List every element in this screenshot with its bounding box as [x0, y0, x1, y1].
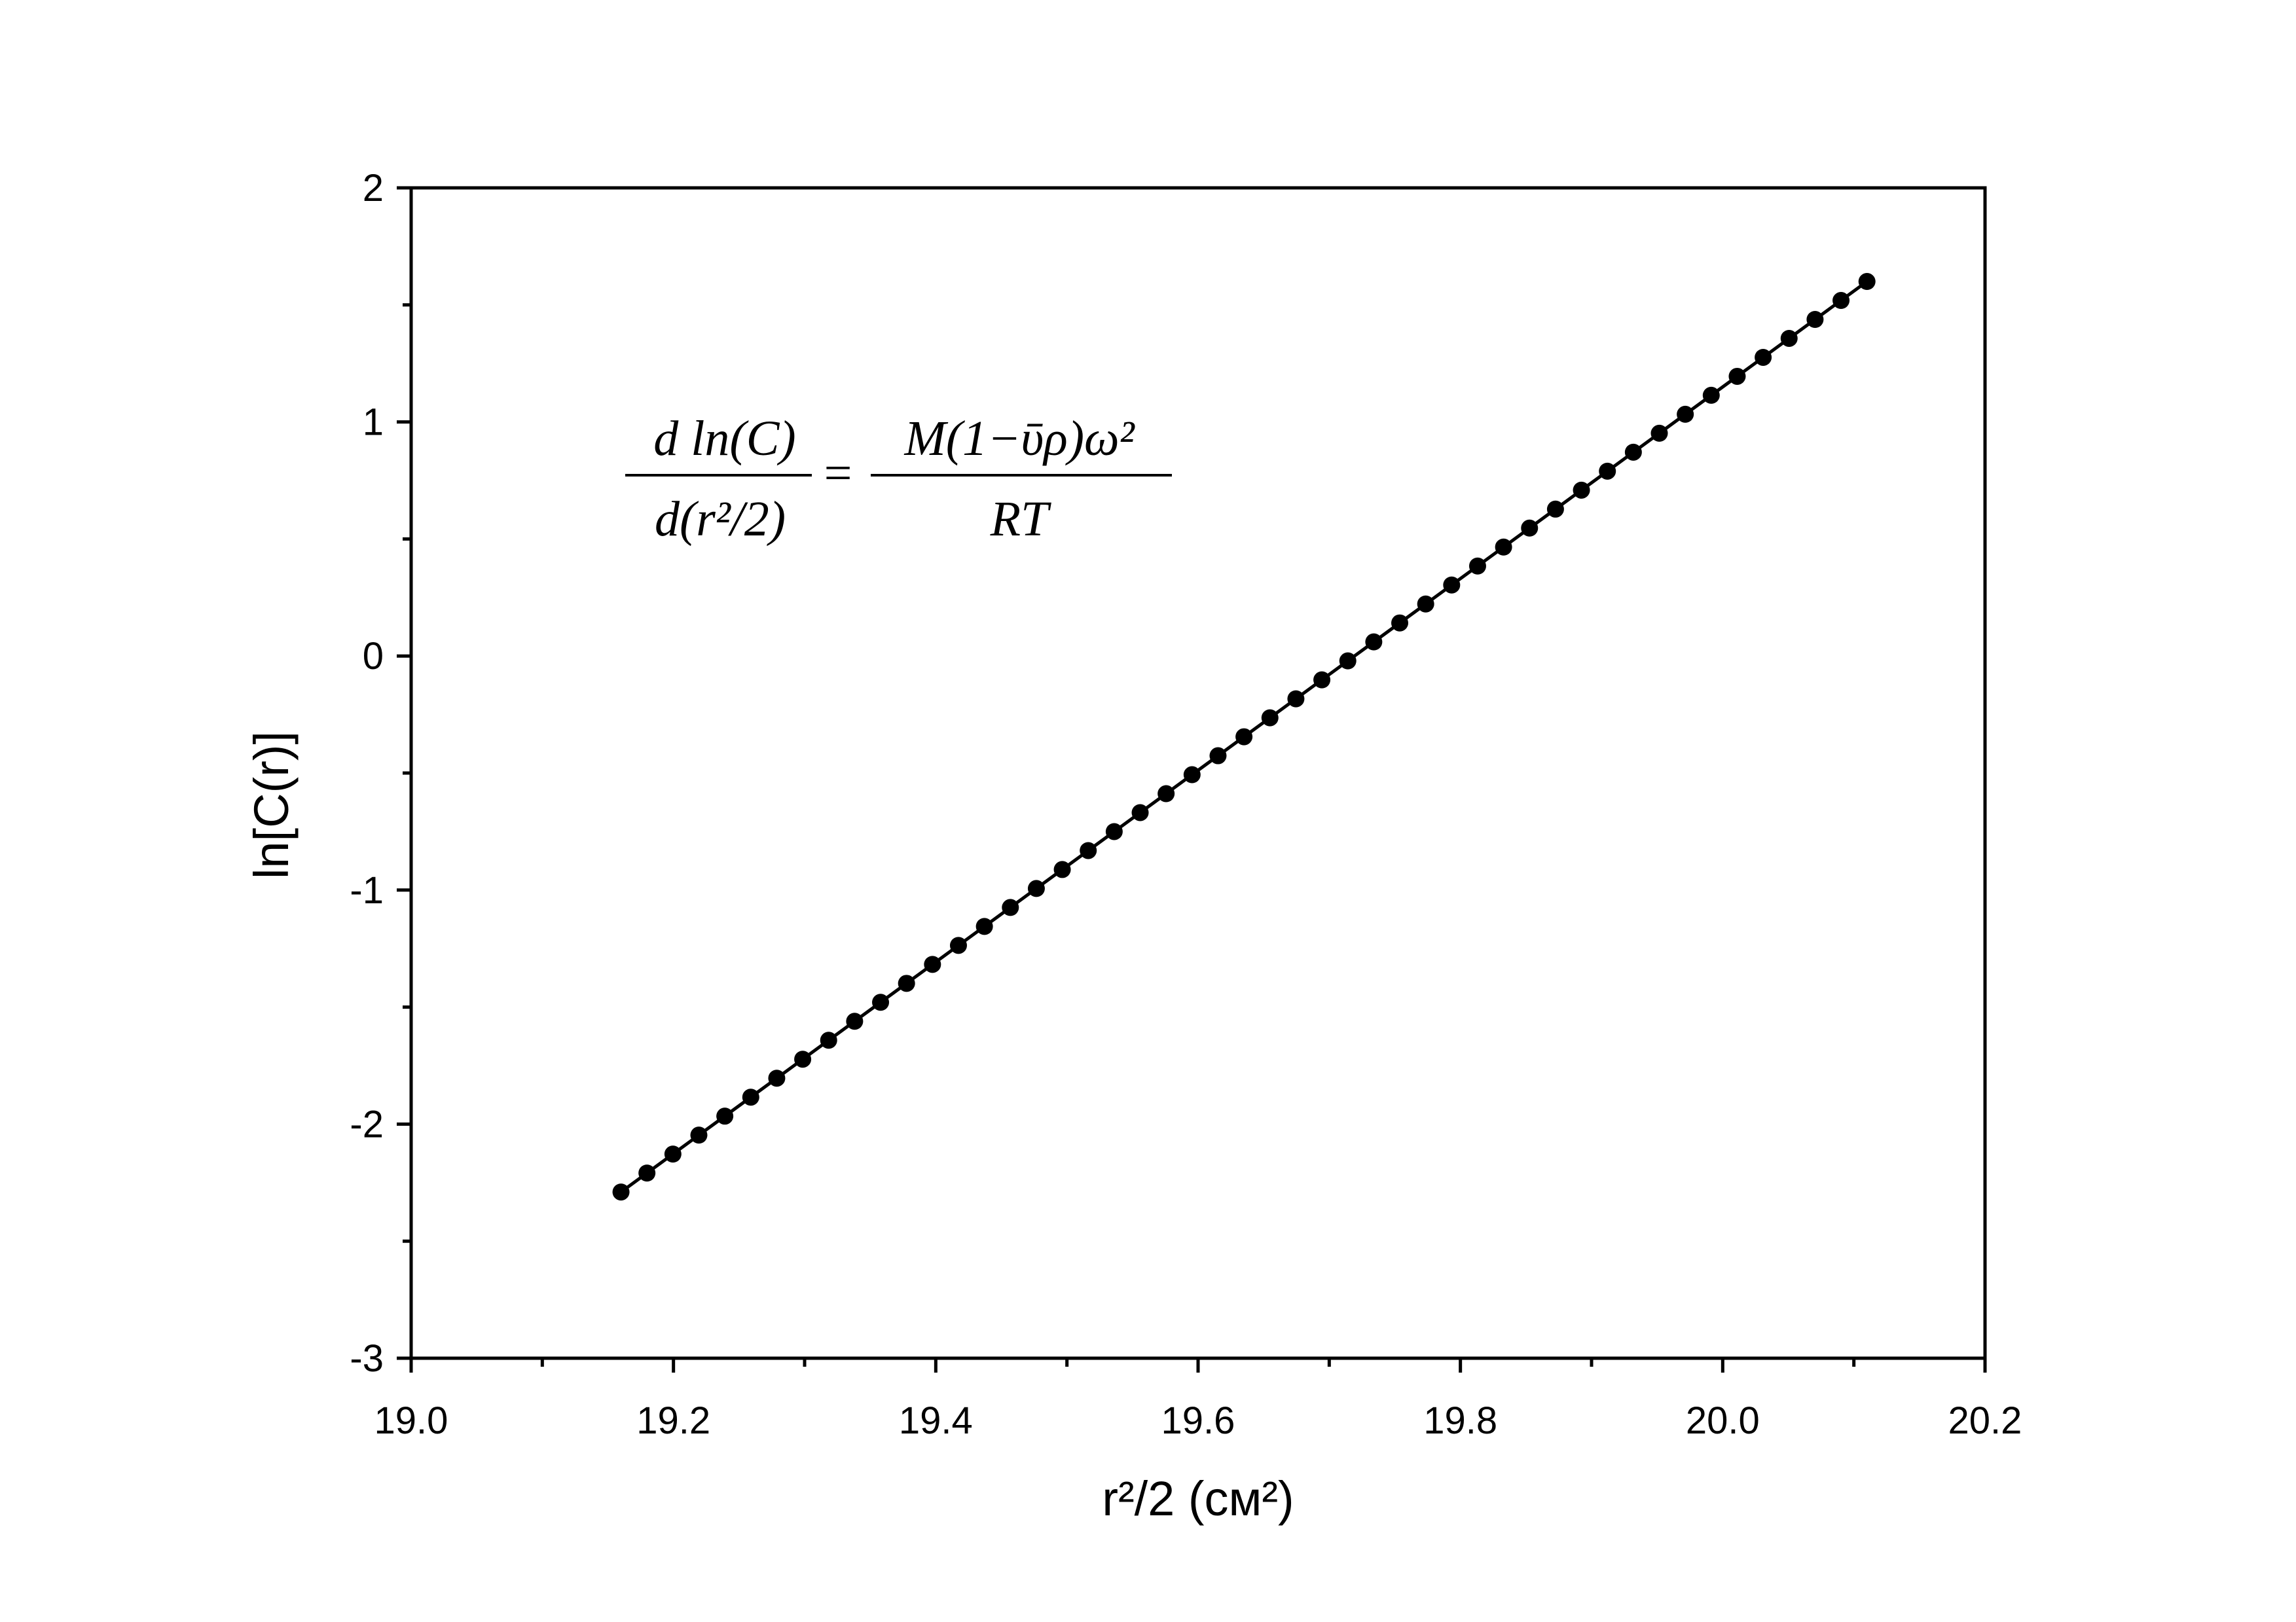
y-tick-label: 1 [363, 401, 384, 444]
x-tick-label: 20.2 [1948, 1399, 2022, 1442]
formula-rhs-numerator: M(1−ῡρ)ω² [903, 411, 1135, 466]
data-point [1002, 899, 1019, 916]
data-point [872, 994, 890, 1011]
data-point [1677, 405, 1694, 423]
data-point [1599, 462, 1616, 480]
data-point [768, 1070, 786, 1087]
x-tick-label: 19.2 [636, 1399, 710, 1442]
data-point [1780, 329, 1798, 347]
data-point [1287, 690, 1305, 708]
data-point [1313, 671, 1331, 689]
data-point [742, 1089, 759, 1106]
x-tick-label: 20.0 [1686, 1399, 1760, 1442]
data-point [1650, 424, 1668, 442]
data-point [1832, 292, 1850, 310]
formula-annotation: d ln(C) d(r²/2) = M(1−ῡρ)ω² RT [625, 411, 1172, 547]
data-point [1755, 348, 1772, 366]
y-tick-label: 0 [363, 635, 384, 677]
data-point [1131, 804, 1149, 821]
formula-lhs-denominator: d(r²/2) [655, 492, 786, 547]
data-point [1339, 652, 1357, 670]
data-point [1728, 367, 1746, 385]
data-point [794, 1051, 812, 1068]
data-point [1546, 500, 1564, 518]
x-axis-ticks: 19.0 19.2 19.4 19.6 19.8 20.0 20.2 [374, 1358, 2022, 1442]
x-tick-label: 19.4 [899, 1399, 973, 1442]
data-point [898, 975, 915, 992]
data-point [1624, 443, 1642, 461]
data-point [1080, 842, 1097, 859]
data-point [716, 1108, 734, 1125]
data-point [949, 937, 967, 954]
y-tick-label: 2 [363, 167, 384, 209]
data-point [1521, 519, 1539, 537]
y-tick-label: -2 [350, 1103, 384, 1145]
data-point [690, 1126, 708, 1144]
data-point [1495, 538, 1512, 556]
series-group [612, 273, 1876, 1201]
x-tick-label: 19.6 [1161, 1399, 1235, 1442]
formula-rhs-denominator: RT [990, 492, 1051, 547]
y-tick-label: -3 [350, 1337, 384, 1380]
data-point [1105, 823, 1123, 840]
data-point [1053, 861, 1071, 878]
data-point [1261, 709, 1279, 727]
y-tick-label: -1 [350, 869, 384, 912]
data-point [1027, 880, 1045, 897]
data-point [1858, 273, 1876, 291]
x-tick-label: 19.8 [1423, 1399, 1497, 1442]
data-point [1391, 614, 1409, 632]
data-point [1443, 576, 1461, 594]
data-point [846, 1013, 864, 1030]
data-point [638, 1164, 656, 1182]
y-axis-title: ln[C(r)] [244, 731, 299, 879]
data-point [612, 1183, 630, 1201]
data-point [664, 1145, 682, 1163]
formula-equals-sign: = [824, 446, 852, 501]
data-point [924, 956, 941, 973]
data-point [820, 1032, 837, 1049]
data-point [1365, 633, 1383, 651]
data-point [975, 918, 993, 935]
data-point [1702, 386, 1720, 404]
data-point [1806, 311, 1824, 329]
data-point [1468, 557, 1486, 575]
data-point [1209, 747, 1227, 765]
data-point [1183, 766, 1201, 784]
x-axis-title: r²/2 (см²) [1102, 1471, 1294, 1526]
x-tick-label: 19.0 [374, 1399, 448, 1442]
data-point [1573, 481, 1590, 499]
data-point [1235, 728, 1253, 746]
data-point [1417, 595, 1434, 613]
y-axis-ticks: 2 1 0 -1 -2 -3 [350, 167, 411, 1380]
formula-lhs-numerator: d ln(C) [653, 411, 795, 466]
data-point [1157, 785, 1175, 802]
